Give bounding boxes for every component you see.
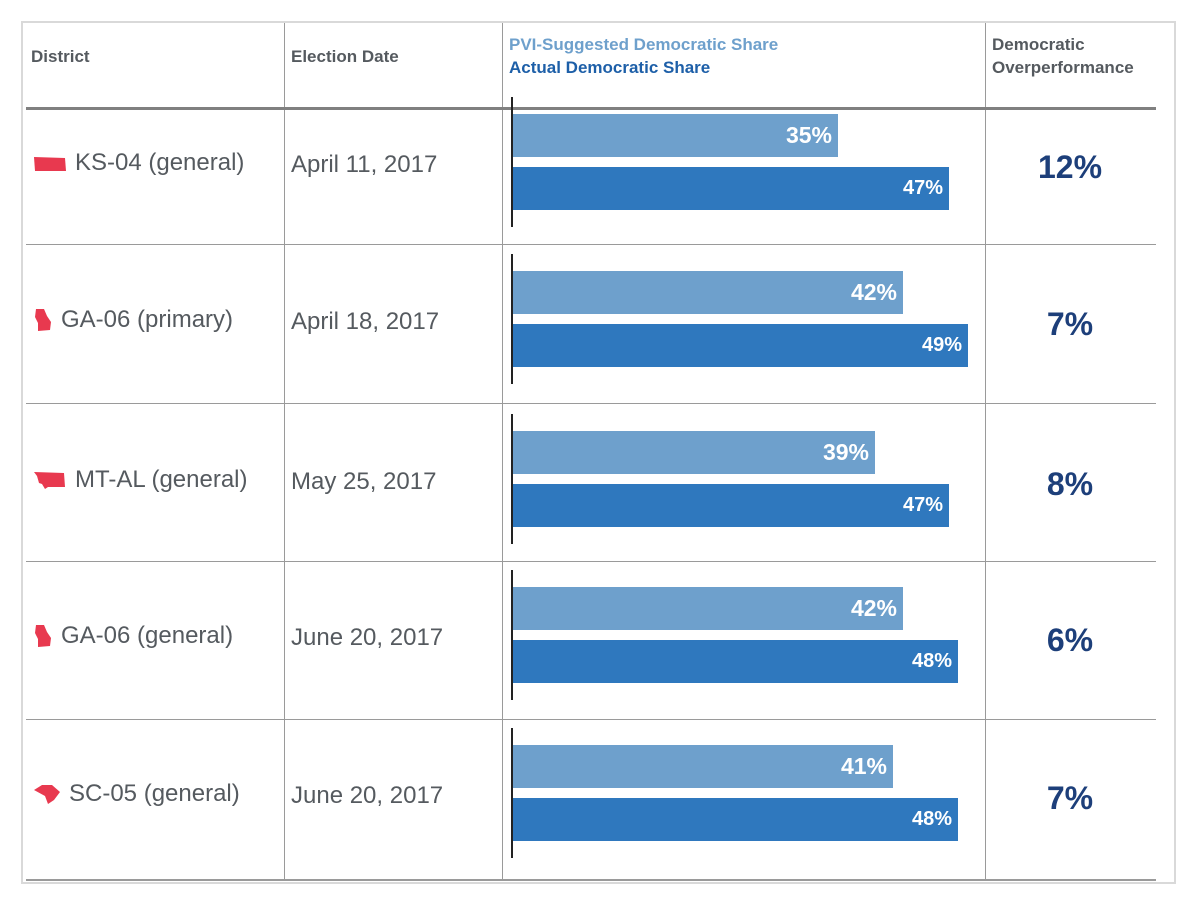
- actual-share-label: 47%: [902, 177, 943, 199]
- district-cell: GA-06 (primary): [33, 306, 233, 334]
- pvi-share-bar: 41%: [513, 745, 893, 788]
- election-date: April 11, 2017: [291, 151, 438, 178]
- pvi-share-label: 39%: [822, 439, 869, 465]
- actual-share-bar: 48%: [513, 640, 958, 683]
- pvi-share-bar: 42%: [513, 271, 903, 314]
- header-district: District: [31, 47, 90, 66]
- pvi-share-label: 42%: [850, 595, 897, 621]
- pvi-share-label: 41%: [840, 753, 887, 779]
- table-row: MT-AL (general) May 25, 2017 39% 47% 8%: [23, 406, 1174, 556]
- actual-share-label: 47%: [902, 494, 943, 516]
- header-election-date: Election Date: [291, 47, 399, 66]
- column-divider: [502, 23, 503, 879]
- row-divider: [26, 403, 1156, 404]
- montana-state-icon: [34, 472, 65, 489]
- district-cell: KS-04 (general): [33, 149, 244, 177]
- legend-pvi: PVI-Suggested Democratic Share: [509, 35, 779, 54]
- kansas-state-icon: [34, 157, 66, 171]
- district-label: MT-AL (general): [75, 466, 248, 493]
- overperformance-value: 7%: [1046, 780, 1094, 816]
- georgia-state-icon: [35, 625, 51, 647]
- bar-axis: [511, 570, 513, 700]
- bar-axis: [511, 728, 513, 858]
- legend-actual: Actual Democratic Share: [509, 58, 711, 77]
- pvi-share-label: 35%: [785, 122, 832, 148]
- overperformance-value: 6%: [1046, 622, 1094, 658]
- table-row: GA-06 (general) June 20, 2017 42% 48% 6%: [23, 562, 1174, 712]
- pvi-share-bar: 35%: [513, 114, 838, 157]
- bar-axis: [511, 414, 513, 544]
- header-overperformance-line2: Overperformance: [992, 58, 1134, 77]
- actual-share-label: 49%: [921, 334, 962, 356]
- actual-share-bar: 47%: [513, 167, 949, 210]
- election-date: June 20, 2017: [291, 782, 444, 809]
- header-divider: [26, 107, 1156, 110]
- georgia-state-icon: [35, 309, 51, 331]
- district-cell: MT-AL (general): [33, 466, 248, 494]
- column-divider: [985, 23, 986, 879]
- bar-axis: [511, 97, 513, 227]
- row-divider: [26, 244, 1156, 245]
- actual-share-label: 48%: [911, 808, 952, 830]
- actual-share-bar: 48%: [513, 798, 958, 841]
- table-bottom-border: [26, 879, 1156, 881]
- row-divider: [26, 561, 1156, 562]
- district-cell: GA-06 (general): [33, 622, 233, 650]
- overperformance-value: 8%: [1046, 466, 1094, 502]
- district-cell: SC-05 (general): [33, 780, 240, 808]
- district-label: KS-04 (general): [75, 149, 245, 176]
- table-row: KS-04 (general) April 11, 2017 35% 47% 12%: [23, 89, 1174, 239]
- actual-share-label: 48%: [911, 650, 952, 672]
- pvi-share-bar: 39%: [513, 431, 875, 474]
- column-divider: [284, 23, 285, 879]
- pvi-share-bar: 42%: [513, 587, 903, 630]
- bar-axis: [511, 254, 513, 384]
- election-date: April 18, 2017: [291, 308, 440, 335]
- district-label: GA-06 (general): [61, 622, 234, 649]
- actual-share-bar: 49%: [513, 324, 968, 367]
- district-label: GA-06 (primary): [61, 306, 234, 333]
- table-row: SC-05 (general) June 20, 2017 41% 48% 7%: [23, 720, 1174, 870]
- south-carolina-state-icon: [34, 785, 60, 804]
- overperformance-value: 12%: [1037, 149, 1103, 185]
- district-label: SC-05 (general): [69, 780, 240, 807]
- actual-share-bar: 47%: [513, 484, 949, 527]
- results-table: District Election Date PVI-Suggested Dem…: [21, 21, 1176, 884]
- header-overperformance-line1: Democratic: [992, 35, 1085, 54]
- row-divider: [26, 719, 1156, 720]
- table-row: GA-06 (primary) April 18, 2017 42% 49% 7%: [23, 246, 1174, 396]
- election-date: May 25, 2017: [291, 468, 437, 495]
- overperformance-value: 7%: [1046, 306, 1094, 342]
- pvi-share-label: 42%: [850, 279, 897, 305]
- election-date: June 20, 2017: [291, 624, 444, 651]
